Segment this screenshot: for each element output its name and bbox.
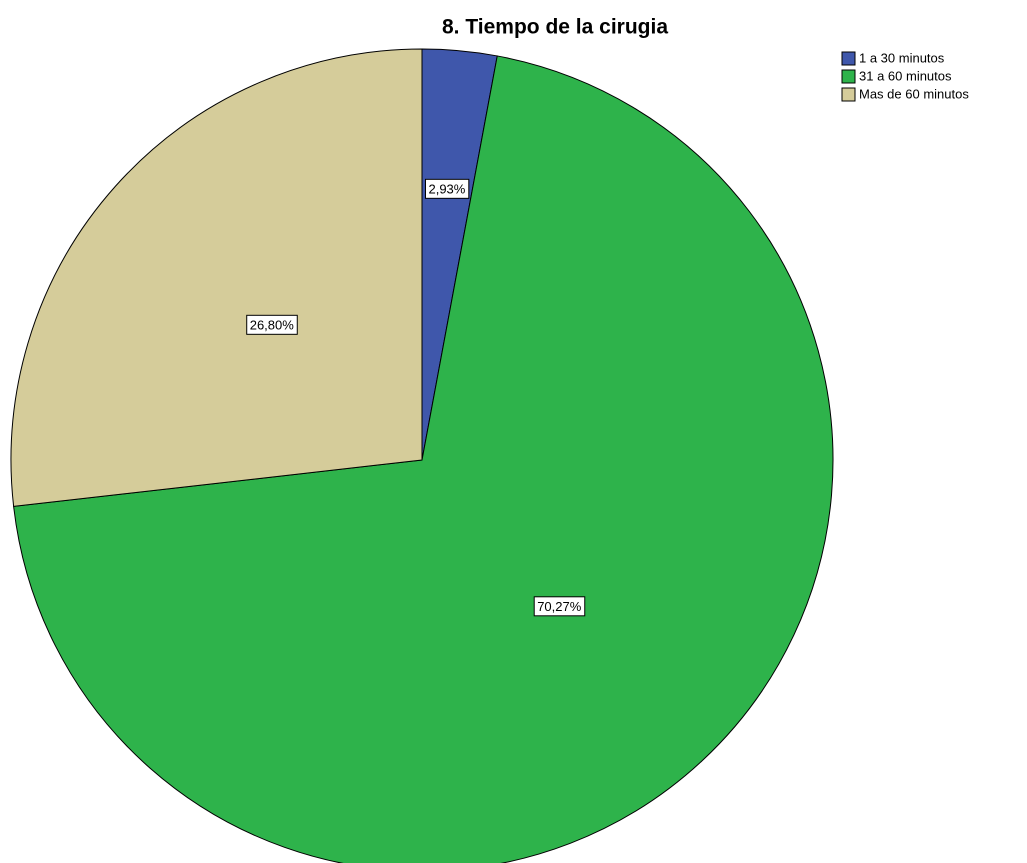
legend-label: Mas de 60 minutos xyxy=(859,86,969,101)
legend-swatch xyxy=(841,51,856,66)
pie-slice xyxy=(13,55,834,863)
label-box xyxy=(424,178,470,199)
data-label: 70,27% xyxy=(537,599,582,614)
legend-swatch xyxy=(841,87,856,102)
data-label: 26,80% xyxy=(250,317,295,332)
legend-swatch xyxy=(841,69,856,84)
legend-label: 1 a 30 minutos xyxy=(859,50,945,65)
chart-title: 8. Tiempo de la cirugia xyxy=(442,16,668,39)
legend-label: 31 a 60 minutos xyxy=(859,68,952,83)
label-box xyxy=(533,596,586,617)
pie-slice xyxy=(10,48,423,507)
data-label: 2,93% xyxy=(428,181,465,196)
label-box xyxy=(246,314,298,335)
